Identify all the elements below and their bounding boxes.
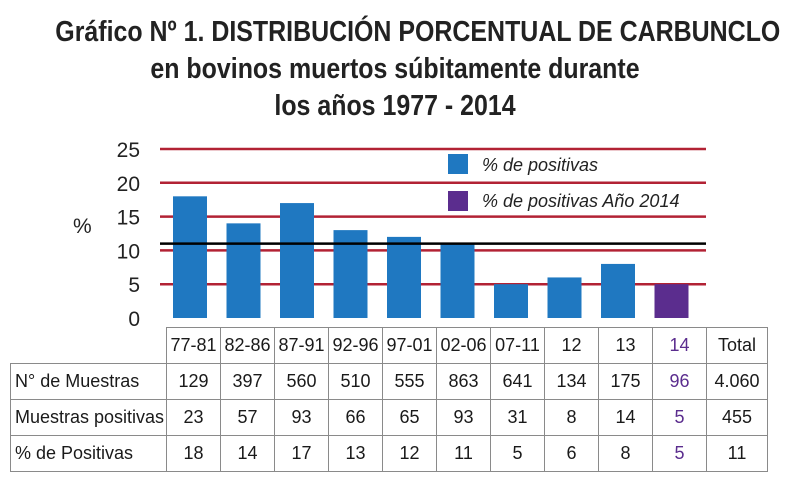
table-cell: 13 — [328, 435, 383, 472]
table-cell: 65 — [382, 399, 437, 436]
table-cell: 397 — [220, 363, 275, 400]
table-header-total: Total — [706, 327, 768, 364]
bar-positivas — [494, 284, 528, 318]
table-cell: 14 — [598, 399, 653, 436]
table-header-cell: 12 — [544, 327, 599, 364]
table-header-cell: 07-11 — [490, 327, 545, 364]
y-axis-ticks: 0 5 10 15 20 25 — [117, 139, 140, 330]
table-cell: 5 — [490, 435, 545, 472]
legend-label-positivas: % de positivas — [482, 155, 598, 175]
table-cell-2014: 5 — [652, 435, 707, 472]
bar-positivas — [387, 236, 421, 318]
chart-title: Gráfico Nº 1. DISTRIBUCIÓN PORCENTUAL DE… — [55, 14, 781, 125]
table-cell: 641 — [490, 363, 545, 400]
table-header-cell: 13 — [598, 327, 653, 364]
table-cell: 31 — [490, 399, 545, 436]
table-header-cell: 97-01 — [382, 327, 437, 364]
legend: % de positivas % de positivas Año 2014 — [448, 154, 679, 211]
bar-positivas — [280, 203, 314, 318]
table-cell: 17 — [274, 435, 329, 472]
table-cell: 11 — [436, 435, 491, 472]
title-line: en bovinos muertos súbitamente durante — [150, 53, 640, 85]
table-cell: 66 — [328, 399, 383, 436]
table-cell: 23 — [166, 399, 221, 436]
table-cell-2014: 96 — [652, 363, 707, 400]
bar-chart: 0 5 10 15 20 25 % % de positivas % de positiv… — [73, 139, 706, 330]
table-cell: 134 — [544, 363, 599, 400]
row-label: Muestras positivas — [10, 399, 167, 436]
table-header-cell-2014: 14 — [652, 327, 707, 364]
table-header-cell: 77-81 — [166, 327, 221, 364]
table-cell: 14 — [220, 435, 275, 472]
bar-positivas — [547, 277, 582, 318]
table-cell: 12 — [382, 435, 437, 472]
table-row-muestras: N° de Muestras 129 397 560 510 555 863 6… — [10, 363, 768, 400]
table-header-cell: 02-06 — [436, 327, 491, 364]
table-cell: 8 — [544, 399, 599, 436]
data-table: 77-81 82-86 87-91 92-96 97-01 02-06 07-1… — [10, 327, 768, 472]
table-cell: 6 — [544, 435, 599, 472]
table-cell: 555 — [382, 363, 437, 400]
row-label: % de Positivas — [10, 435, 167, 472]
table-cell-total: 4.060 — [706, 363, 768, 400]
y-tick-label: 10 — [117, 240, 140, 263]
table-header-row: 77-81 82-86 87-91 92-96 97-01 02-06 07-1… — [11, 327, 768, 364]
title-line: los años 1977 - 2014 — [274, 90, 516, 122]
bar-positivas — [173, 196, 207, 318]
table-cell: 57 — [220, 399, 275, 436]
title-line: Gráfico Nº 1. DISTRIBUCIÓN PORCENTUAL DE… — [55, 16, 781, 48]
legend-swatch-2014 — [448, 191, 468, 211]
y-tick-label: 20 — [117, 173, 140, 196]
y-tick-label: 25 — [117, 139, 140, 162]
y-tick-label: 15 — [117, 207, 140, 230]
legend-swatch-positivas — [448, 154, 468, 174]
table-cell: 863 — [436, 363, 491, 400]
table-header-cell: 82-86 — [220, 327, 275, 364]
table-cell: 8 — [598, 435, 653, 472]
table-corner — [11, 328, 167, 364]
table-cell-total: 11 — [706, 435, 768, 472]
y-tick-label: 5 — [128, 274, 140, 297]
table-header-cell: 87-91 — [274, 327, 329, 364]
table-header-cell: 92-96 — [328, 327, 383, 364]
table-cell: 129 — [166, 363, 221, 400]
table-cell: 510 — [328, 363, 383, 400]
bar-positivas-2014 — [654, 284, 689, 318]
row-label: N° de Muestras — [10, 363, 167, 400]
bar-positivas — [226, 223, 261, 318]
y-tick-label: 0 — [128, 308, 140, 330]
table-cell: 18 — [166, 435, 221, 472]
table-row-porcentaje: % de Positivas 18 14 17 13 12 11 5 6 8 5… — [10, 435, 768, 472]
bars — [160, 196, 706, 318]
table-cell-total: 455 — [706, 399, 768, 436]
table-cell: 93 — [274, 399, 329, 436]
y-axis-label: % — [73, 215, 92, 238]
legend-label-2014: % de positivas Año 2014 — [482, 191, 679, 211]
bar-positivas — [601, 263, 635, 318]
table-cell: 560 — [274, 363, 329, 400]
table-cell: 93 — [436, 399, 491, 436]
table-cell: 175 — [598, 363, 653, 400]
table-row-positivas: Muestras positivas 23 57 93 66 65 93 31 … — [10, 399, 768, 436]
bar-positivas — [440, 243, 475, 318]
table-cell-2014: 5 — [652, 399, 707, 436]
